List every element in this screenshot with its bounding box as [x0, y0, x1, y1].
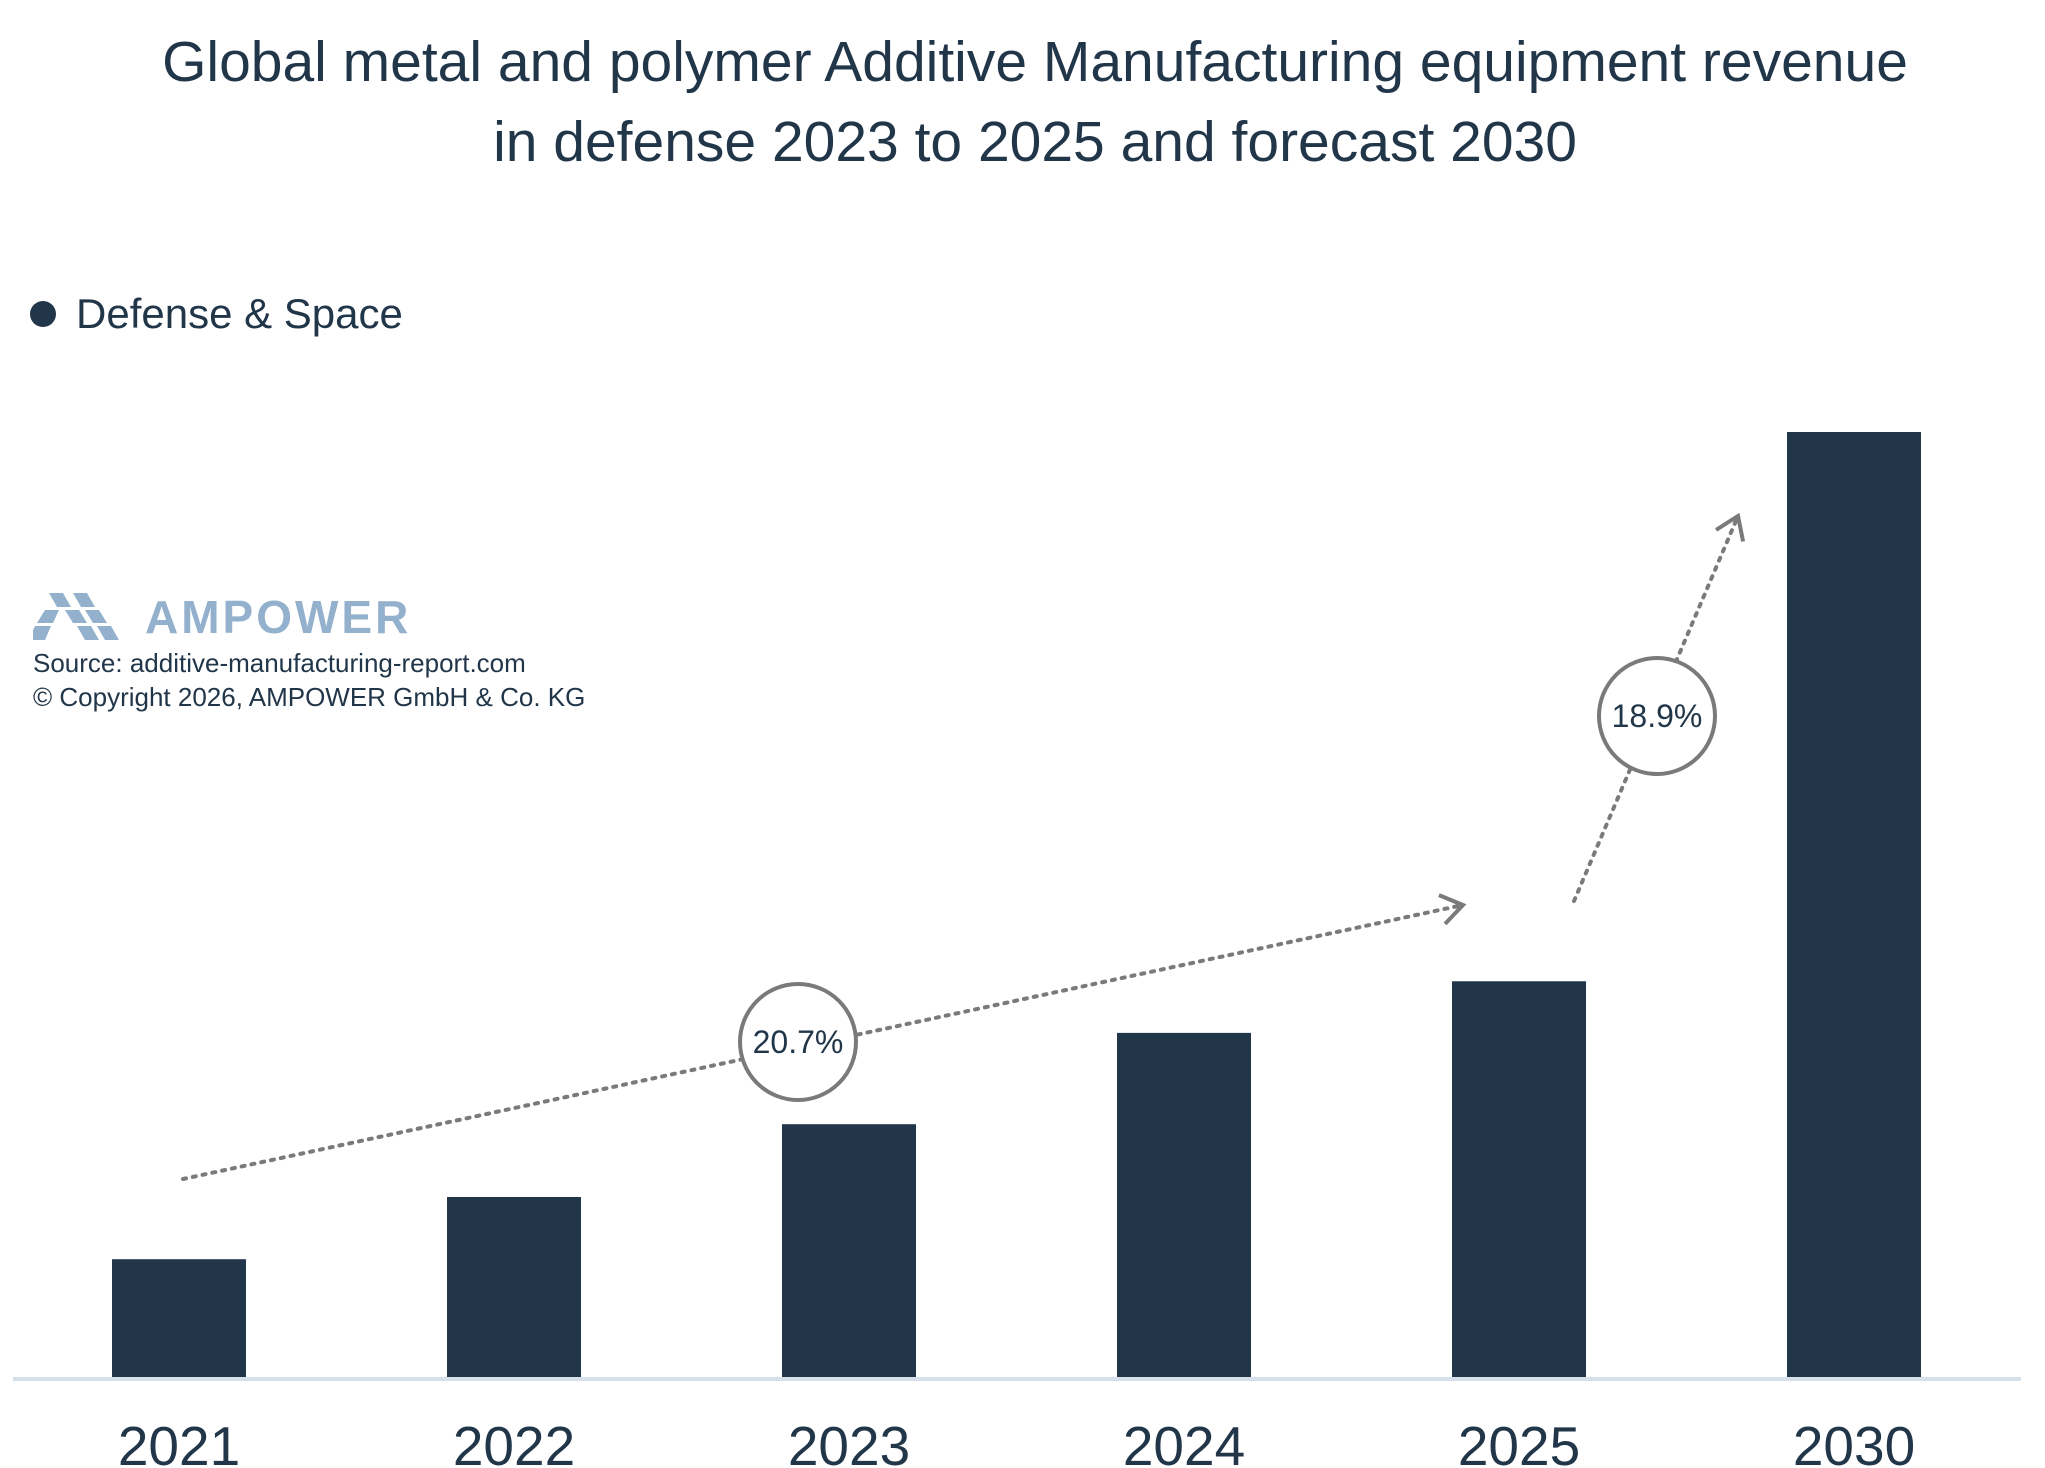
legend-marker-icon [30, 301, 56, 327]
bar-2022 [447, 1197, 581, 1377]
bar-2023 [782, 1124, 916, 1377]
ampower-logo: AMPOWER [33, 590, 411, 644]
cagr-2021-2025-growth-circle [738, 982, 858, 1102]
bar-2025 [1452, 981, 1586, 1377]
cagr-2021-2025-arrowhead-icon [1438, 893, 1467, 926]
source-text: Source: additive-manufacturing-report.co… [33, 648, 526, 678]
bar-2021 [112, 1259, 246, 1377]
bar-2030 [1787, 432, 1921, 1377]
copyright-text: © Copyright 2026, AMPOWER GmbH & Co. KG [33, 682, 586, 712]
cagr-2021-2025-growth-label: 20.7% [753, 1024, 844, 1060]
title-line-2: in defense 2023 to 2025 and forecast 203… [493, 110, 1577, 174]
cagr-2025-2030-arrowhead-icon [1715, 512, 1746, 542]
cagr-2025-2030-growth-circle [1597, 656, 1717, 776]
x-tick-label: 2030 [1793, 1415, 1915, 1468]
chart-title: Global metal and polymer Additive Manufa… [0, 22, 2045, 182]
cagr-2025-2030-growth-label: 18.9% [1612, 698, 1703, 734]
x-tick-label: 2021 [118, 1415, 240, 1468]
legend: Defense & Space [30, 290, 403, 338]
x-tick-label: 2023 [788, 1415, 910, 1468]
x-tick-label: 2025 [1458, 1415, 1580, 1468]
logo-text: AMPOWER [145, 591, 412, 643]
x-tick-label: 2022 [453, 1415, 575, 1468]
ampower-logo-icon [33, 593, 119, 640]
title-line-1: Global metal and polymer Additive Manufa… [162, 30, 1908, 94]
bar-2024 [1117, 1032, 1251, 1377]
x-tick-label: 2024 [1123, 1415, 1245, 1468]
legend-label: Defense & Space [76, 290, 403, 337]
